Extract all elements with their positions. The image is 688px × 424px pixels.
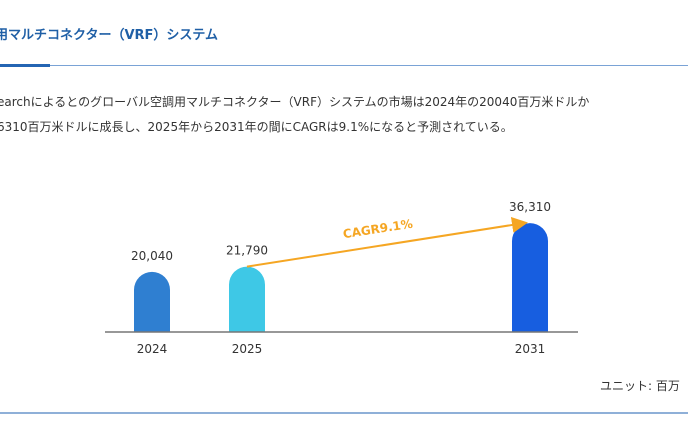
cagr-label: CAGR9.1% — [342, 217, 414, 242]
value-label-2025: 21,790 — [226, 244, 268, 258]
unit-label: ユニット: 百万 — [600, 379, 680, 393]
page-title: 用マルチコネクター（VRF）システム — [0, 28, 219, 43]
value-label-2024: 20,040 — [131, 249, 173, 263]
title-divider — [0, 65, 688, 66]
cagr-arrow — [246, 217, 528, 268]
title-accent-bar — [0, 64, 50, 67]
bottom-divider — [0, 412, 688, 414]
x-tick-label-2025: 2025 — [232, 342, 263, 356]
bar-2024 — [134, 271, 170, 332]
summary-text: earchによるとのグローバル空調用マルチコネクター（VRF）システムの市場は2… — [0, 90, 589, 140]
value-label-2031: 36,310 — [509, 200, 551, 214]
summary-line-2: 6310百万米ドルに成長し、2025年から2031年の間にCAGRは9.1%にな… — [0, 120, 513, 134]
bar-2025 — [229, 266, 265, 332]
summary-line-1: earchによるとのグローバル空調用マルチコネクター（VRF）システムの市場は2… — [0, 95, 590, 109]
bar-2031 — [512, 223, 548, 332]
x-tick-label-2024: 2024 — [137, 342, 168, 356]
x-tick-label-2031: 2031 — [515, 342, 546, 356]
